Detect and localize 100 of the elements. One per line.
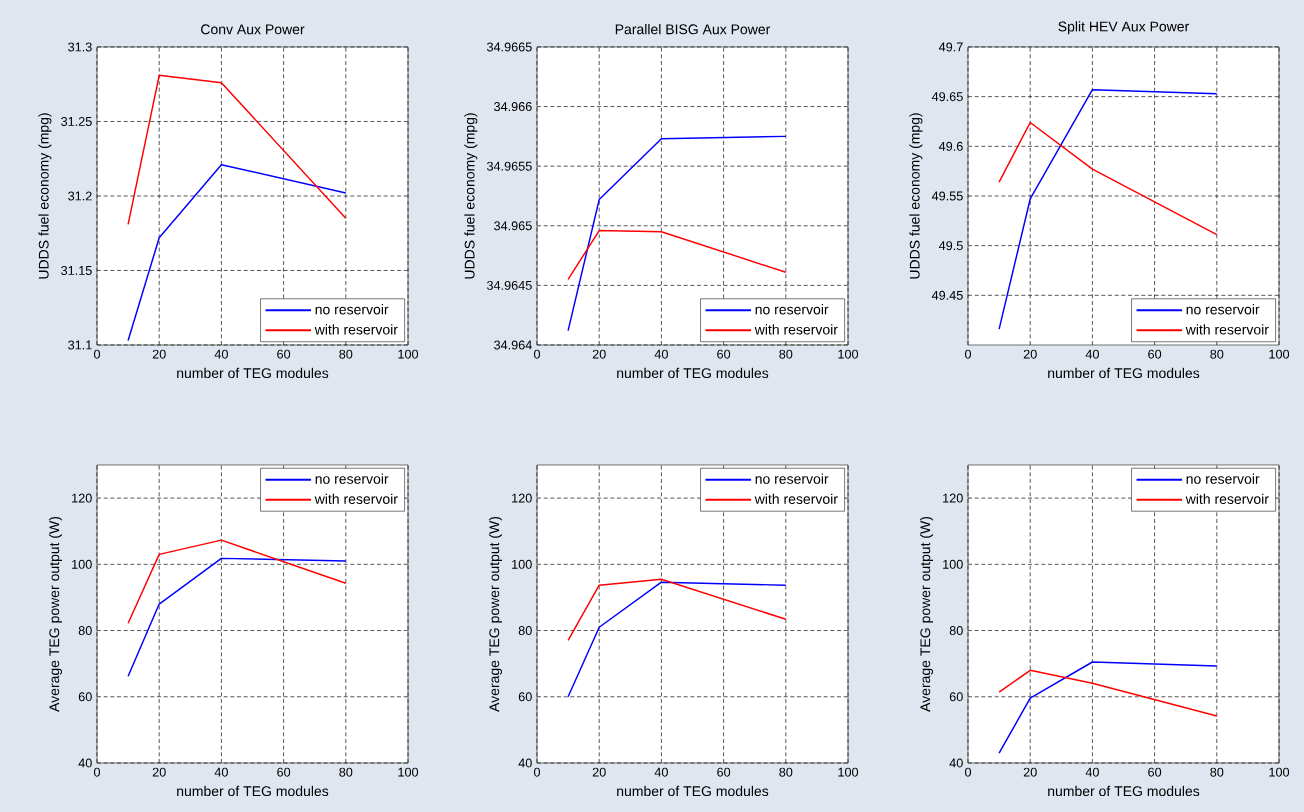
- legend-label: with reservoir: [754, 493, 838, 505]
- x-tick-label: 60: [717, 767, 731, 777]
- line-series: [998, 669, 1218, 717]
- legend-label: no reservoir: [1186, 304, 1260, 315]
- x-tick-label: 100: [398, 349, 419, 359]
- x-tick-label: 40: [214, 349, 228, 359]
- y-tick-label: 60: [78, 692, 92, 702]
- y-tick-label: 40: [518, 758, 532, 768]
- x-axis-title: number of TEG modules: [617, 785, 769, 797]
- x-tick-label: 60: [1148, 349, 1162, 359]
- y-tick-label: 34.964: [494, 340, 532, 350]
- legend-label: no reservoir: [755, 473, 829, 484]
- y-tick-label: 60: [518, 692, 532, 702]
- legend-label: with reservoir: [1185, 493, 1269, 505]
- y-tick-label: 49.7: [938, 42, 963, 52]
- legend-label: no reservoir: [1186, 473, 1260, 484]
- line-series: [127, 539, 347, 624]
- y-tick-label: 80: [518, 626, 532, 636]
- y-tick-label: 40: [78, 758, 92, 768]
- x-axis-title: number of TEG modules: [617, 367, 769, 379]
- y-tick-label: 34.966: [494, 102, 532, 112]
- y-tick-label: 60: [949, 692, 963, 702]
- legend-label: no reservoir: [315, 304, 389, 315]
- y-tick-label: 100: [72, 559, 92, 569]
- x-tick-label: 0: [93, 767, 101, 777]
- x-tick-label: 80: [339, 349, 353, 359]
- x-tick-label: 20: [1023, 349, 1037, 359]
- x-tick-label: 60: [277, 349, 291, 359]
- x-tick-label: 100: [838, 767, 859, 777]
- y-tick-label: 49.55: [931, 191, 963, 201]
- line-series: [567, 581, 787, 698]
- x-tick-label: 60: [717, 349, 731, 359]
- x-tick-label: 40: [654, 349, 668, 359]
- x-tick-label: 40: [654, 767, 668, 777]
- y-axis-title: Average TEG power output (W): [919, 516, 934, 712]
- y-tick-label: 80: [78, 626, 92, 636]
- y-tick-label: 100: [943, 559, 963, 569]
- legend-label: with reservoir: [314, 493, 398, 505]
- x-tick-label: 40: [1085, 767, 1099, 777]
- x-tick-label: 40: [214, 767, 228, 777]
- x-tick-label: 40: [1085, 349, 1099, 359]
- x-axis-title: number of TEG modules: [1048, 785, 1200, 797]
- y-tick-label: 40: [949, 758, 963, 768]
- x-tick-label: 0: [533, 349, 541, 359]
- legend-label: with reservoir: [1185, 324, 1269, 335]
- x-axis-title: number of TEG modules: [177, 785, 329, 797]
- line-series: [998, 121, 1218, 236]
- y-tick-label: 49.45: [931, 290, 963, 300]
- chart-title: Split HEV Aux Power: [1058, 21, 1189, 35]
- x-tick-label: 100: [838, 349, 859, 359]
- x-tick-label: 20: [1023, 767, 1037, 777]
- line-series: [127, 557, 347, 677]
- chart-title: Conv Aux Power: [201, 24, 305, 35]
- y-tick-label: 31.15: [61, 266, 92, 275]
- x-tick-label: 100: [1269, 349, 1290, 359]
- legend-label: no reservoir: [755, 304, 829, 315]
- x-tick-label: 0: [533, 767, 541, 777]
- x-axis-title: number of TEG modules: [177, 367, 329, 379]
- x-tick-label: 60: [1148, 767, 1162, 777]
- x-tick-label: 20: [152, 349, 166, 359]
- y-tick-label: 34.965: [494, 221, 532, 231]
- y-tick-label: 49.6: [938, 141, 963, 151]
- y-tick-label: 31.2: [68, 191, 92, 201]
- legend-label: no reservoir: [315, 473, 389, 484]
- line-series: [567, 229, 787, 281]
- y-tick-label: 80: [949, 626, 963, 636]
- line-series: [998, 661, 1218, 754]
- x-axis-title: number of TEG modules: [1048, 367, 1200, 379]
- x-tick-label: 80: [1210, 349, 1224, 359]
- y-tick-label: 100: [512, 559, 532, 569]
- y-axis-title: Average TEG power output (W): [488, 516, 503, 712]
- x-tick-label: 0: [964, 349, 972, 359]
- x-tick-label: 80: [779, 349, 793, 359]
- y-axis-title: UDDS fuel economy (mpg): [909, 113, 923, 279]
- x-tick-label: 80: [779, 767, 793, 777]
- y-tick-label: 120: [512, 493, 532, 503]
- legend-label: with reservoir: [314, 324, 398, 335]
- y-tick-label: 34.9665: [486, 42, 532, 52]
- x-tick-label: 80: [339, 767, 353, 777]
- y-tick-label: 49.5: [938, 241, 963, 251]
- x-tick-label: 100: [398, 767, 419, 777]
- x-tick-label: 0: [93, 349, 101, 359]
- legend-label: with reservoir: [754, 324, 838, 335]
- y-tick-label: 31.3: [68, 42, 92, 52]
- line-series: [567, 578, 787, 642]
- y-tick-label: 31.25: [61, 117, 92, 126]
- y-axis-title: UDDS fuel economy (mpg): [464, 113, 478, 279]
- y-axis-title: Average TEG power output (W): [48, 516, 63, 712]
- x-tick-label: 20: [152, 767, 166, 777]
- y-tick-label: 31.1: [68, 340, 92, 350]
- y-tick-label: 34.9655: [486, 161, 532, 171]
- y-axis-title: UDDS fuel economy (mpg): [38, 113, 52, 279]
- x-tick-label: 20: [592, 349, 606, 359]
- chart-title: Parallel BISG Aux Power: [615, 23, 771, 35]
- x-tick-label: 100: [1269, 767, 1290, 777]
- line-series: [127, 74, 347, 226]
- y-tick-label: 120: [943, 493, 963, 503]
- x-tick-label: 20: [592, 767, 606, 777]
- y-tick-label: 34.9645: [486, 280, 532, 290]
- x-tick-label: 0: [964, 767, 972, 777]
